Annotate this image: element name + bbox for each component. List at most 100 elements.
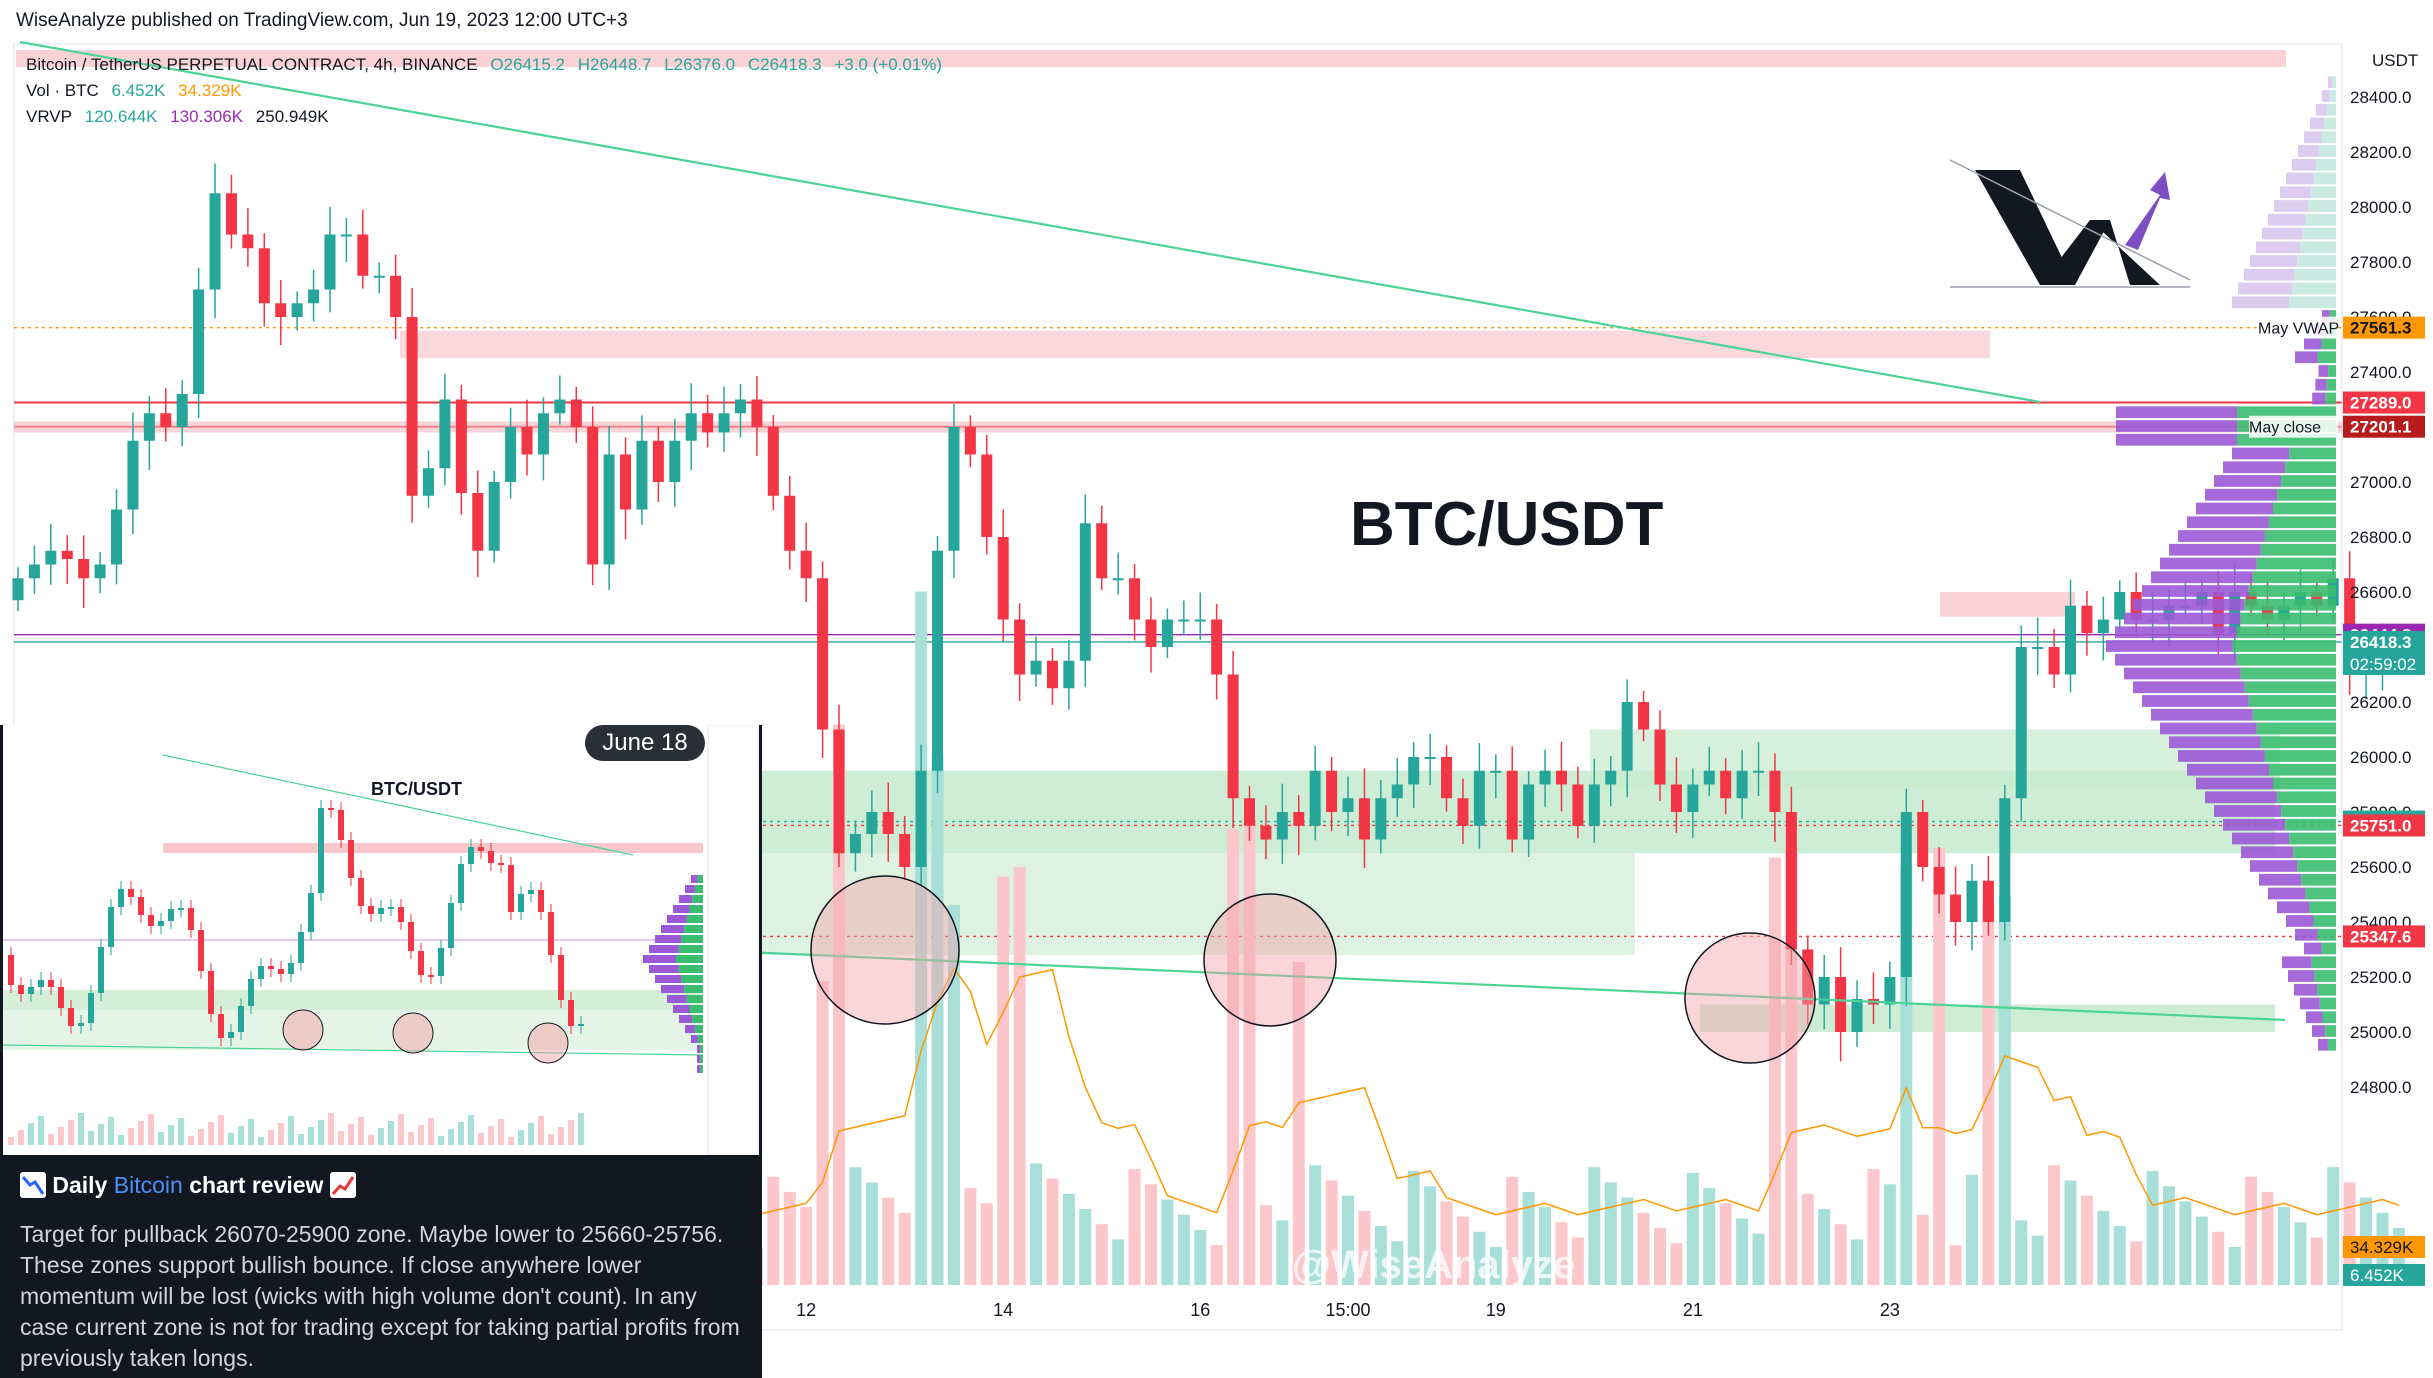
profile-buy-row <box>2285 818 2336 831</box>
inset-circle-2 <box>527 1022 569 1064</box>
profile-buy-row <box>2310 186 2336 199</box>
candle-body <box>1851 999 1863 1032</box>
inset-candle-body <box>388 907 394 909</box>
logo-arrow-icon <box>2125 172 2170 250</box>
vrvp-row[interactable]: VRVP 120.644K 130.306K 250.949K <box>26 104 950 130</box>
vrvp-up-value: 120.644K <box>84 107 158 126</box>
bitcoin-link[interactable]: Bitcoin <box>113 1172 183 1198</box>
inset-title: BTC/USDT <box>371 779 462 799</box>
profile-sell-row <box>2142 695 2249 707</box>
vrvp-label: VRVP <box>26 107 72 126</box>
profile-buy-row <box>2309 901 2336 914</box>
candle-body <box>340 234 352 237</box>
inset-volume-bar <box>138 1121 144 1145</box>
inset-volume-bar <box>188 1136 194 1145</box>
inset-profile-buy <box>697 875 703 883</box>
inset-volume-bar <box>128 1128 134 1145</box>
logo-w-left <box>1975 170 2075 285</box>
candle-body <box>1145 619 1157 647</box>
x-tick-label: 21 <box>1683 1300 1703 1320</box>
candle-body <box>570 399 582 427</box>
profile-sell-row <box>2292 158 2317 171</box>
profile-sell-row <box>2160 557 2257 570</box>
profile-buy-row <box>2311 956 2336 969</box>
profile-buy-row <box>2252 571 2336 584</box>
inset-candle-body <box>578 1024 584 1026</box>
volume-bar <box>1736 1218 1749 1285</box>
candle-body <box>702 413 714 433</box>
volume-bar <box>2277 1207 2290 1285</box>
profile-buy-row <box>2329 90 2336 102</box>
profile-sell-row <box>2116 433 2237 446</box>
level-name-bg-0 <box>2258 316 2338 339</box>
candle-body <box>423 468 434 496</box>
volume-row[interactable]: Vol · BTC 6.452K 34.329K <box>26 78 950 104</box>
volume-bar <box>1128 1169 1141 1285</box>
profile-buy-row <box>2301 873 2336 886</box>
volume-bar <box>1013 867 1026 1285</box>
volume-bar <box>1424 1186 1437 1285</box>
volume-bar <box>2064 1180 2077 1285</box>
candle-body <box>127 440 139 510</box>
volume-bar <box>2031 1235 2044 1285</box>
inset-volume-bar <box>198 1129 204 1145</box>
profile-sell-row <box>2187 763 2269 776</box>
inset-volume-bar <box>228 1133 234 1145</box>
candle-body <box>160 413 172 427</box>
profile-buy-row <box>2289 832 2336 845</box>
profile-buy-row <box>2273 777 2336 790</box>
volume-bar <box>2097 1210 2110 1285</box>
candle-body <box>1260 825 1272 840</box>
volume-bar <box>1604 1182 1617 1285</box>
profile-buy-row <box>2327 1038 2336 1051</box>
profile-sell-row <box>2295 928 2318 941</box>
inset-volume-bar <box>238 1126 244 1145</box>
ohlc-change: +3.0 (+0.01%) <box>834 55 943 74</box>
candle-body <box>1276 812 1288 840</box>
review-title-rest: chart review <box>189 1172 324 1198</box>
inset-profile-sell <box>655 975 682 983</box>
volume-bar <box>1276 1220 1289 1285</box>
volume-profile <box>2106 76 2336 1051</box>
candle-body <box>997 537 1009 620</box>
candle-body <box>1933 867 1945 895</box>
y-tick-label: 26800.0 <box>2350 528 2411 547</box>
inset-circle-0 <box>282 1009 324 1051</box>
volume-bar <box>1933 848 1946 1285</box>
volume-bar <box>1227 829 1240 1285</box>
highlight-circle-1 <box>1203 893 1337 1027</box>
profile-sell-row <box>2250 860 2298 872</box>
inset-candle-body <box>118 889 124 907</box>
candle-body <box>817 578 829 730</box>
inset-chart-thumbnail: BTC/USDT <box>3 725 759 1155</box>
volume-bar <box>1489 1247 1502 1285</box>
candle-body <box>636 440 648 510</box>
profile-sell-row <box>2115 626 2237 639</box>
level-badge-text-0: 27561.3 <box>2350 319 2411 338</box>
trendline-upper <box>19 40 2041 404</box>
profile-sell-row <box>2316 103 2327 116</box>
y-tick-label: 25600.0 <box>2350 858 2411 877</box>
inset-profile-buy <box>676 955 703 963</box>
candle-body <box>734 399 746 414</box>
candle-body <box>849 834 861 854</box>
inset-profile-buy <box>686 995 703 1003</box>
volume-bar <box>1259 1205 1272 1285</box>
profile-sell-row <box>2312 392 2326 405</box>
profile-buy-row <box>2237 433 2336 446</box>
logo <box>1949 159 2191 288</box>
candle-body <box>209 193 221 290</box>
volume-bar <box>1358 1210 1371 1285</box>
candle-body <box>554 399 566 414</box>
candle-body <box>111 509 123 565</box>
volume-bar <box>1506 1176 1519 1285</box>
profile-buy-row <box>2314 970 2336 982</box>
inset-profile-sell <box>685 885 695 893</box>
inset-volume-bar <box>518 1130 524 1145</box>
inset-candle-body <box>408 922 414 951</box>
symbol-name[interactable]: Bitcoin / TetherUS PERPETUAL CONTRACT, 4… <box>26 55 478 74</box>
inset-candle-body <box>458 864 464 903</box>
volume-bar <box>1588 1167 1601 1285</box>
symbol-row[interactable]: Bitcoin / TetherUS PERPETUAL CONTRACT, 4… <box>26 52 950 78</box>
candle-body <box>2065 605 2076 675</box>
